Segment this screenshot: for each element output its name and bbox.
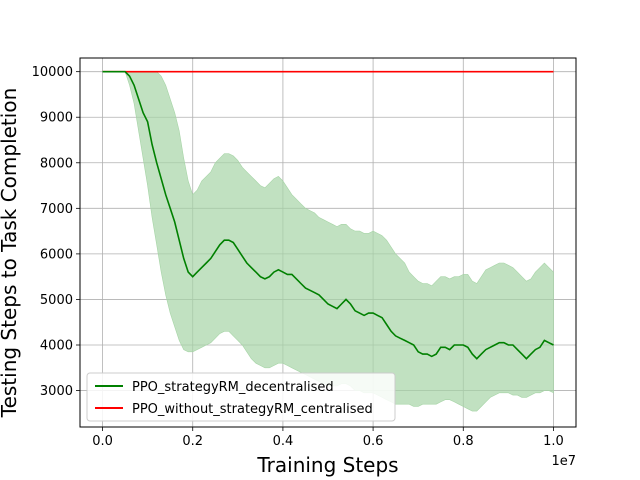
y-tick-label: 6000: [40, 247, 73, 262]
y-tick-label: 3000: [40, 384, 73, 399]
y-axis-title: Testing Steps to Task Completion: [0, 88, 21, 419]
plot-frame: [79, 57, 577, 428]
legend-label-centralised: PPO_without_strategyRM_centralised: [132, 402, 373, 417]
x-tick-label: 0.8: [453, 434, 474, 449]
x-tick-label: 1.0: [543, 434, 564, 449]
legend-box: [86, 372, 396, 422]
ticks: 0.0 0.2 0.4 0.6 0.8 1.0 3000 4000 5000 6000 7000 80…: [32, 65, 564, 449]
y-tick-label: 5000: [40, 293, 73, 308]
std-band-decentralised: [102, 71, 554, 412]
y-tick-label: 10000: [32, 65, 73, 80]
y-tick-label: 4000: [40, 339, 73, 354]
y-tick-label: 8000: [40, 156, 73, 171]
x-axis-title: Training Steps: [256, 453, 398, 477]
y-tick-label: 9000: [40, 111, 73, 126]
x-tick-label: 0.0: [92, 434, 113, 449]
x-tick-label: 0.6: [363, 434, 384, 449]
y-tick-label: 7000: [40, 202, 73, 217]
legend-label-decentralised: PPO_strategyRM_decentralised: [132, 380, 334, 395]
x-tick-label: 0.4: [273, 434, 294, 449]
x-tick-label: 0.2: [182, 434, 203, 449]
legend: PPO_strategyRM_decentralised PPO_without…: [86, 372, 396, 422]
x-offset-label: 1e7: [551, 454, 576, 469]
line-decentralised: [102, 70, 554, 360]
